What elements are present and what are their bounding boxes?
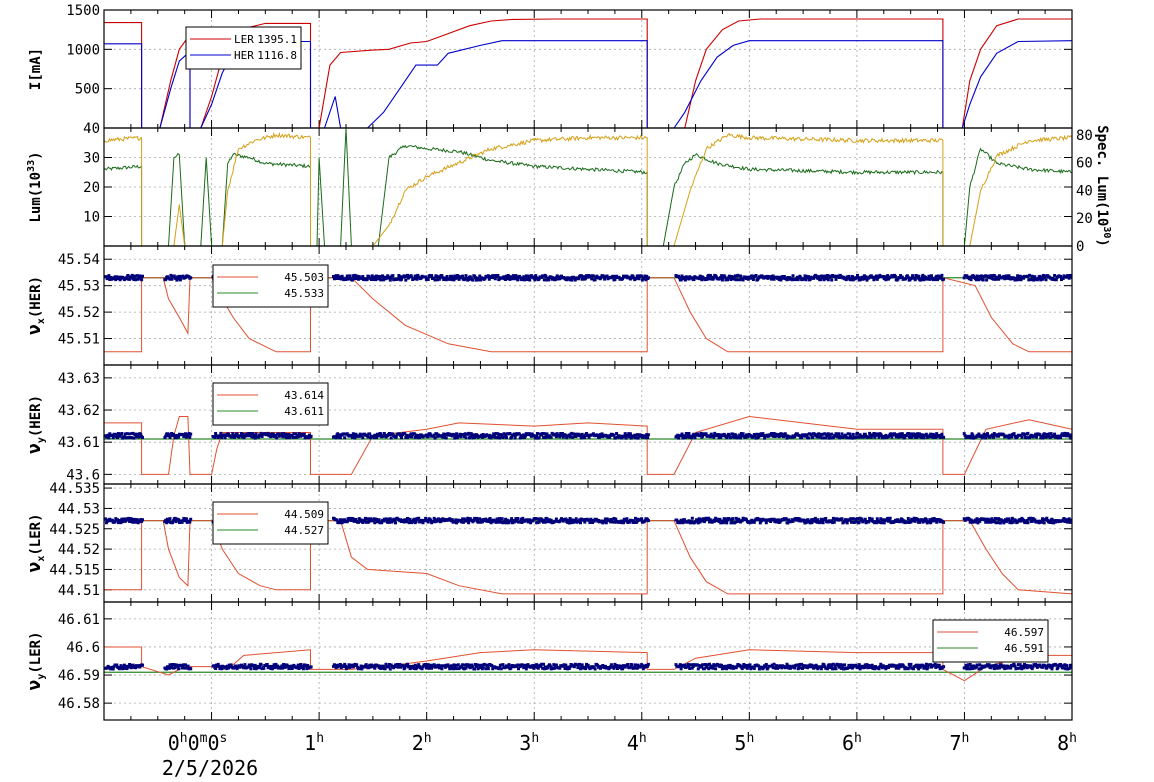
y2-tick-label: 0 (1076, 239, 1084, 255)
x-tick-label: 6h (842, 731, 862, 755)
legend-value: 1395.1 (257, 33, 297, 46)
legend-value: 43.611 (284, 405, 324, 418)
y-tick-label: 30 (83, 151, 100, 167)
y-tick-label: 1500 (66, 3, 100, 19)
y-tick-label: 46.61 (58, 612, 100, 628)
panel-frame (103, 601, 1073, 721)
y2-axis-label: Spec. Lum(1030) (1094, 125, 1112, 247)
x-tick-label: 2h (412, 731, 432, 755)
panel-nux_her: 45.51 45.52 45.53 45.54 νx(HER) 45.503 45.533 (24, 245, 1073, 366)
y-tick-label: 46.58 (58, 696, 100, 712)
y-axis-label: νy(HER) (24, 395, 47, 454)
y-tick-label: 45.53 (58, 279, 100, 295)
legend-value: 44.527 (284, 524, 324, 537)
tune-setpoint-line (104, 277, 1072, 353)
y-tick-label: 46.6 (66, 640, 100, 656)
x-tick-label: 3h (519, 731, 539, 755)
legend-box (212, 501, 329, 545)
y-tick-label: 500 (75, 82, 100, 98)
legend: 46.597 46.591 (932, 619, 1049, 663)
legend: 44.509 44.527 (212, 501, 329, 545)
y-axis-label: νx(HER) (24, 276, 47, 335)
y-tick-label: 20 (83, 180, 100, 196)
y-tick-label: 44.535 (49, 481, 100, 497)
y-tick-label: 44.515 (49, 562, 100, 578)
legend-value: 45.503 (284, 271, 324, 284)
tune-measurement-points (104, 431, 1072, 440)
y-tick-label: 43.61 (58, 435, 100, 451)
legend: 43.614 43.611 (212, 382, 329, 426)
x-tick-label: 4h (627, 731, 647, 755)
panel-nuy_ler: 46.58 46.59 46.6 46.61 νy(LER) 46.597 46.591 (24, 601, 1073, 721)
y-tick-label: 44.51 (58, 583, 100, 599)
legend-value: 1116.8 (257, 49, 297, 62)
y-tick-label: 44.52 (58, 542, 100, 558)
tune-measurement-points (104, 516, 1072, 525)
legend-label: HER (234, 49, 254, 62)
panel-luminosity: 10 20 30 40 Lum(1033) 0 20 40 60 80 Spec. Lum(1030… (26, 121, 1112, 255)
y-tick-label: 45.54 (58, 252, 100, 268)
legend-box (212, 382, 329, 426)
legend-box (185, 26, 302, 70)
x-origin-label: 0h0m0s (168, 731, 228, 755)
y-axis-label: I[mA] (28, 48, 44, 90)
y2-tick-label: 60 (1076, 156, 1093, 172)
y-tick-label: 43.62 (58, 403, 100, 419)
tune-setpoint-line (104, 415, 1072, 475)
series-line-spec-lum (104, 131, 1072, 246)
series-line-lum (104, 128, 1072, 246)
tune-setpoint-line (104, 520, 1072, 595)
y-tick-label: 10 (83, 210, 100, 226)
legend-box (932, 619, 1049, 663)
x-tick-label: 7h (950, 731, 970, 755)
y-tick-label: 1000 (66, 42, 100, 58)
y2-tick-label: 40 (1076, 183, 1093, 199)
x-tick-label: 1h (304, 731, 324, 755)
y-axis-label: Lum(1033) (26, 151, 44, 222)
y-tick-label: 44.525 (49, 522, 100, 538)
x-tick-label: 5h (734, 731, 754, 755)
y-tick-label: 43.63 (58, 371, 100, 387)
legend-value: 46.591 (1004, 642, 1044, 655)
date-label: 2/5/2026 (162, 756, 258, 780)
y-tick-label: 40 (83, 121, 100, 137)
y-axis-label: νx(LER) (24, 513, 47, 572)
y-tick-label: 46.59 (58, 668, 100, 684)
y2-tick-label: 80 (1076, 128, 1093, 144)
tune-measurement-points (104, 273, 1072, 282)
legend-box (212, 264, 329, 308)
legend-value: 44.509 (284, 508, 324, 521)
legend-value: 45.533 (284, 287, 324, 300)
tune-measurement-points (104, 662, 1072, 671)
y2-tick-label: 20 (1076, 211, 1093, 227)
y-tick-label: 45.52 (58, 305, 100, 321)
legend: 45.503 45.533 (212, 264, 329, 308)
x-tick-label: 8h (1057, 731, 1077, 755)
panel-nux_ler: 44.51 44.515 44.52 44.525 44.53 44.535νx(LER)… (24, 481, 1073, 603)
y-tick-label: 43.6 (66, 467, 100, 483)
legend-label: LER (234, 33, 254, 46)
legend-value: 43.614 (284, 389, 324, 402)
y-tick-label: 44.53 (58, 501, 100, 517)
y-tick-label: 45.51 (58, 332, 100, 348)
legend-value: 46.597 (1004, 626, 1044, 639)
panel-nuy_her: 43.6 43.61 43.62 43.63 νy(HER) 43.614 43.611 (24, 364, 1073, 485)
y-axis-label: νy(LER) (24, 631, 47, 690)
